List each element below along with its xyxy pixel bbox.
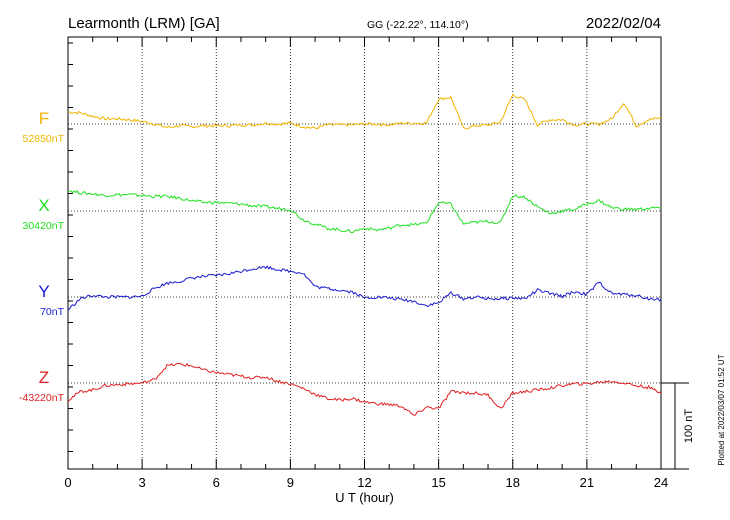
series-name-f: F xyxy=(39,109,49,128)
series-line-y xyxy=(67,265,662,311)
series-line-x xyxy=(67,190,662,234)
series-baseline-z: -43220nT xyxy=(19,392,65,404)
x-tick-label: 18 xyxy=(506,475,520,490)
series-name-x: X xyxy=(38,196,49,215)
series-lines xyxy=(67,93,662,416)
series-labels: F 52850nT X 30420nT Y 70nT Z -43220nT xyxy=(19,109,65,404)
x-axis-label: U T (hour) xyxy=(335,490,394,505)
series-line-f xyxy=(67,93,662,130)
series-baseline-f: 52850nT xyxy=(23,133,65,145)
series-name-y: Y xyxy=(38,282,49,301)
series-baseline-x: 30420nT xyxy=(23,220,65,232)
grid-lines xyxy=(68,37,661,469)
station-coordinates: GG (-22.22°, 114.10°) xyxy=(367,19,469,31)
station-title: Learmonth (LRM) [GA] xyxy=(68,15,220,32)
series-line-z xyxy=(67,362,662,416)
chart-date: 2022/02/04 xyxy=(586,15,661,32)
x-tick-label: 21 xyxy=(580,475,594,490)
x-tick-label: 12 xyxy=(357,475,371,490)
x-tick-labels: 0 3 6 9 12 15 18 21 24 xyxy=(64,475,668,490)
series-baseline-y: 70nT xyxy=(40,306,65,318)
scale-bar-label: 100 nT xyxy=(683,409,695,444)
x-tick-label: 9 xyxy=(287,475,294,490)
x-tick-label: 15 xyxy=(431,475,445,490)
x-tick-label: 0 xyxy=(64,475,71,490)
x-tick-label: 3 xyxy=(139,475,146,490)
plotted-timestamp: Plotted at 2022/03/07 01:52 UT xyxy=(717,354,726,465)
scale-bar: 100 nT xyxy=(661,382,695,470)
x-tick-label: 6 xyxy=(213,475,220,490)
x-tick-label: 24 xyxy=(654,475,668,490)
series-name-z: Z xyxy=(39,368,49,387)
axis-ticks xyxy=(67,37,662,469)
